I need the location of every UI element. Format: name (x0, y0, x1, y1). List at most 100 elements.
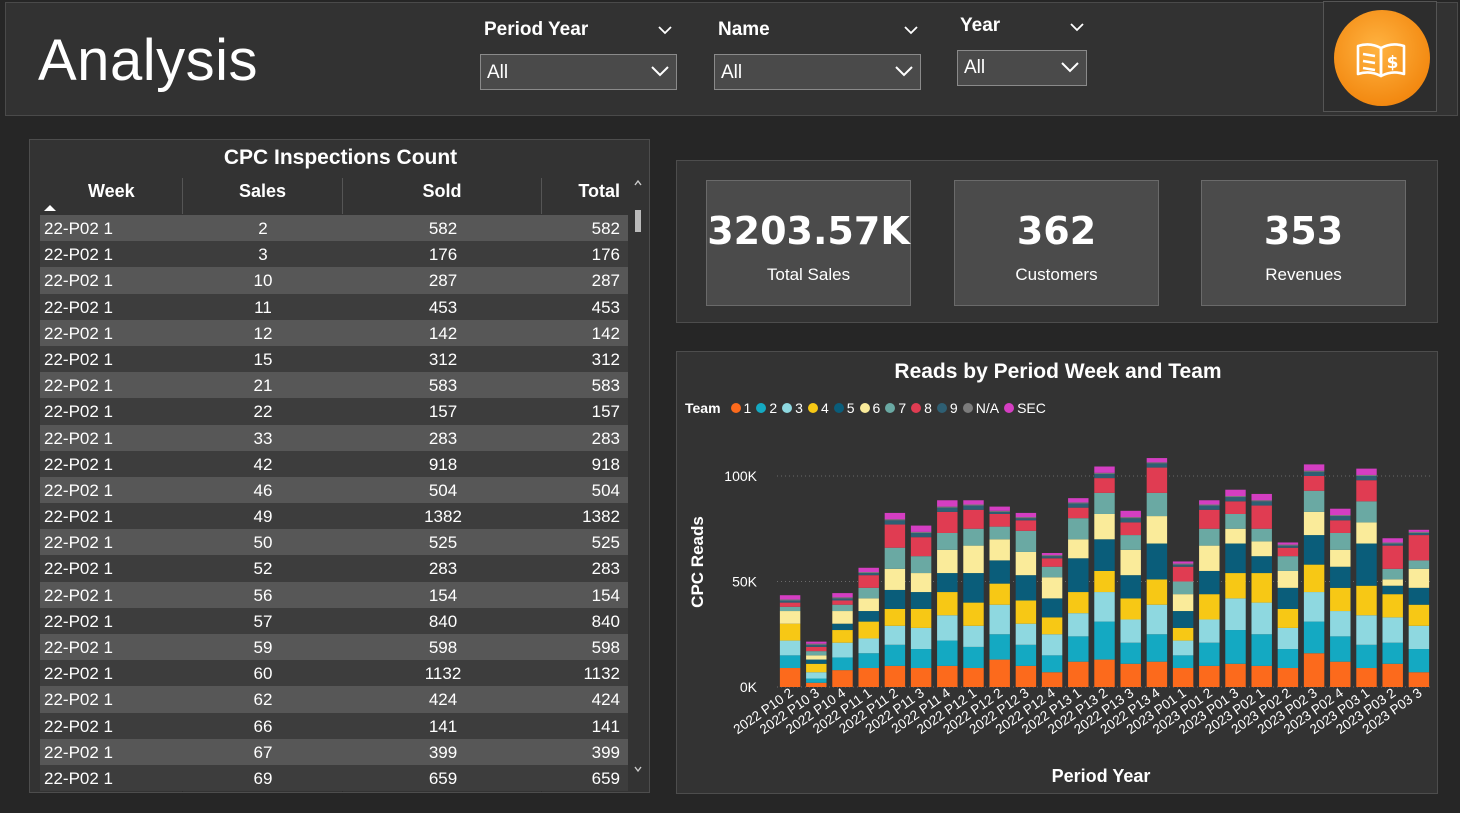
bar-segment[interactable] (910, 649, 932, 669)
bar-segment[interactable] (910, 556, 932, 574)
bar-segment[interactable] (1120, 535, 1141, 550)
bar-segment[interactable] (1146, 463, 1168, 468)
table-row[interactable]: 22-P02 1 57 840 840 (40, 607, 628, 634)
legend-item[interactable]: 2 (756, 400, 777, 416)
legend-item[interactable]: 3 (782, 400, 803, 416)
bar-segment[interactable] (1356, 644, 1377, 669)
bar-segment[interactable] (806, 643, 827, 645)
bar-segment[interactable] (1356, 585, 1377, 616)
bar-segment[interactable] (779, 599, 801, 601)
bar-segment[interactable] (1172, 668, 1194, 687)
bar-segment[interactable] (884, 519, 906, 521)
table-row[interactable]: 22-P02 1 22 157 157 (40, 398, 628, 425)
column-header-sold[interactable]: Sold (342, 178, 541, 214)
bar-segment[interactable] (910, 668, 932, 687)
table-row[interactable]: 22-P02 1 60 1132 1132 (40, 660, 628, 687)
bar-segment[interactable] (858, 621, 879, 639)
bar-segment[interactable] (1094, 539, 1115, 571)
bar-segment[interactable] (1094, 621, 1115, 660)
bar-segment[interactable] (1277, 545, 1299, 548)
bar-segment[interactable] (858, 653, 879, 669)
bar-segment[interactable] (1172, 564, 1194, 567)
bar-segment[interactable] (1146, 661, 1168, 687)
bar-segment[interactable] (1330, 611, 1351, 637)
bar-segment[interactable] (1172, 611, 1194, 628)
bar-segment[interactable] (1382, 538, 1403, 543)
legend-item[interactable]: SEC (1004, 400, 1046, 416)
bar-segment[interactable] (884, 520, 906, 525)
bar-segment[interactable] (1199, 619, 1220, 643)
chevron-down-icon[interactable] (657, 24, 673, 36)
bar-segment[interactable] (1382, 585, 1403, 595)
bar-segment[interactable] (884, 524, 906, 548)
column-header-total[interactable]: Total (541, 178, 628, 214)
bar-segment[interactable] (1408, 535, 1430, 561)
scroll-down-icon[interactable] (633, 764, 643, 774)
table-row[interactable]: 22-P02 1 49 1382 1382 (40, 503, 628, 530)
bar-segment[interactable] (832, 604, 853, 612)
bar-segment[interactable] (963, 505, 984, 510)
bar-segment[interactable] (779, 640, 801, 656)
bar-segment[interactable] (1225, 630, 1246, 664)
bar-segment[interactable] (832, 670, 853, 687)
bar-segment[interactable] (1225, 497, 1246, 502)
bar-segment[interactable] (1041, 598, 1063, 618)
bar-segment[interactable] (1120, 510, 1141, 518)
bar-segment[interactable] (1146, 604, 1168, 635)
bar-segment[interactable] (1199, 528, 1220, 546)
bar-segment[interactable] (1251, 573, 1272, 603)
bar-segment[interactable] (937, 549, 958, 574)
bar-segment[interactable] (779, 602, 801, 607)
bar-segment[interactable] (806, 655, 827, 660)
bar-segment[interactable] (1277, 608, 1299, 628)
bar-segment[interactable] (937, 532, 958, 550)
bar-segment[interactable] (1356, 522, 1377, 544)
bar-segment[interactable] (1094, 466, 1115, 473)
bar-segment[interactable] (806, 646, 827, 652)
bar-segment[interactable] (1015, 644, 1037, 666)
bar-segment[interactable] (1068, 507, 1089, 519)
bar-segment[interactable] (1172, 566, 1194, 582)
bar-segment[interactable] (832, 600, 853, 605)
bar-segment[interactable] (910, 537, 932, 557)
bar-segment[interactable] (1330, 532, 1351, 550)
bar-segment[interactable] (1120, 619, 1141, 643)
slicer-year-dropdown[interactable]: All (957, 50, 1087, 86)
bar-segment[interactable] (1251, 501, 1272, 506)
bar-segment[interactable] (1015, 530, 1037, 552)
bar-segment[interactable] (779, 655, 801, 669)
bar-segment[interactable] (1015, 551, 1037, 576)
bar-segment[interactable] (1146, 458, 1168, 463)
bar-segment[interactable] (910, 608, 932, 628)
bar-segment[interactable] (1408, 568, 1430, 588)
bar-segment[interactable] (937, 500, 958, 507)
bar-segment[interactable] (1199, 545, 1220, 571)
bar-segment[interactable] (858, 567, 879, 573)
column-header-sales[interactable]: Sales (182, 178, 342, 214)
bar-segment[interactable] (1068, 661, 1089, 687)
bar-segment[interactable] (1330, 520, 1351, 533)
bar-segment[interactable] (963, 500, 984, 505)
bar-segment[interactable] (1172, 640, 1194, 656)
bar-segment[interactable] (1068, 518, 1089, 540)
table-row[interactable]: 22-P02 1 66 141 141 (40, 712, 628, 739)
table-row[interactable]: 22-P02 1 33 283 283 (40, 424, 628, 451)
bar-segment[interactable] (1146, 543, 1168, 580)
bar-segment[interactable] (1094, 659, 1115, 687)
bar-segment[interactable] (1199, 500, 1220, 505)
bar-segment[interactable] (832, 623, 853, 631)
table-row[interactable]: 22-P02 1 59 598 598 (40, 634, 628, 661)
sort-ascending-icon[interactable] (44, 205, 56, 211)
table-row[interactable]: 22-P02 1 52 283 283 (40, 555, 628, 582)
bar-segment[interactable] (989, 634, 1010, 660)
bar-segment[interactable] (832, 598, 853, 601)
bar-segment[interactable] (832, 593, 853, 598)
bar-segment[interactable] (1172, 627, 1194, 641)
bar-segment[interactable] (1041, 553, 1063, 556)
bar-segment[interactable] (963, 504, 984, 506)
column-header-week[interactable]: Week (88, 181, 135, 201)
bar-segment[interactable] (1120, 518, 1141, 523)
bar-segment[interactable] (1146, 516, 1168, 544)
bar-segment[interactable] (1094, 472, 1115, 474)
table-row[interactable]: 22-P02 1 67 399 399 (40, 738, 628, 765)
